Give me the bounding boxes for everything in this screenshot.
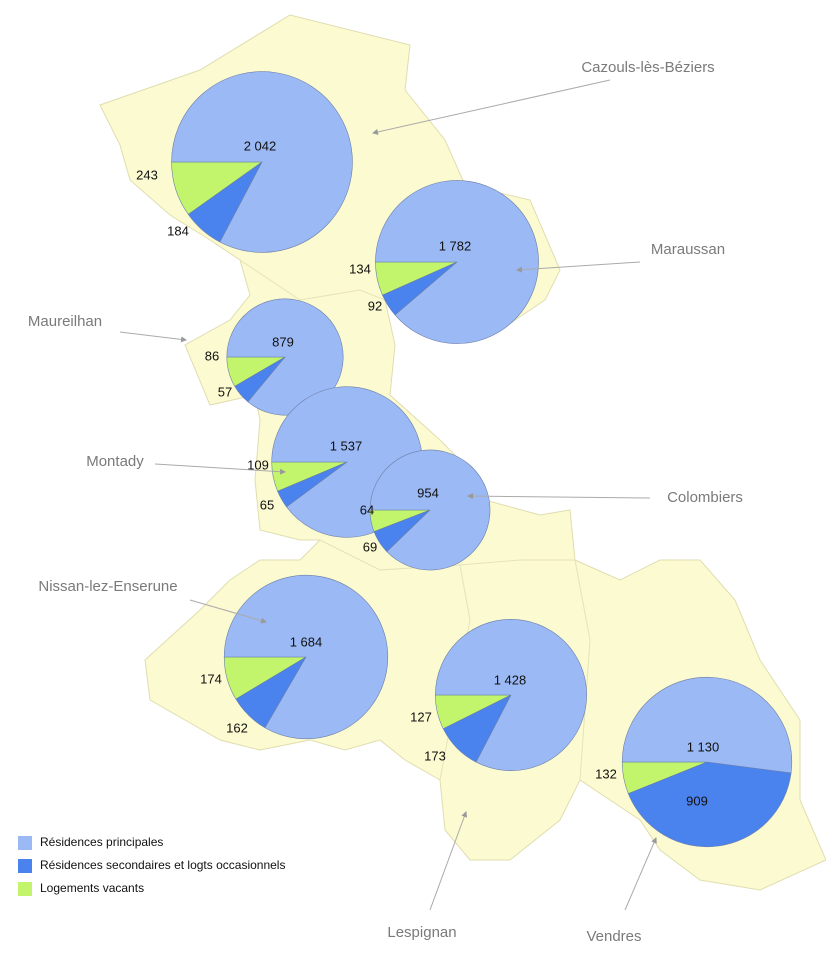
value-label: 132 <box>595 766 617 781</box>
commune-border <box>574 559 591 781</box>
leader-arrow <box>119 331 187 343</box>
value-label: 109 <box>247 457 269 472</box>
commune-name: Nissan-lez-Enserune <box>38 578 177 595</box>
legend-swatch <box>18 882 32 896</box>
value-label: 65 <box>260 497 274 512</box>
pie <box>621 676 793 848</box>
leader-arrow <box>624 837 657 911</box>
legend-label: Résidences secondaires et logts occasion… <box>40 858 285 872</box>
leader-arrow <box>516 261 641 273</box>
legend-swatch <box>18 859 32 873</box>
leader-arrow <box>372 79 611 135</box>
pie-slice <box>627 761 792 848</box>
commune-border <box>239 259 386 301</box>
value-label: 134 <box>349 261 371 276</box>
value-label: 1 130 <box>687 739 720 754</box>
value-label: 184 <box>167 223 189 238</box>
value-label: 879 <box>272 334 294 349</box>
value-label: 57 <box>218 384 232 399</box>
pie <box>369 449 491 571</box>
pie-slice <box>621 676 793 774</box>
commune-name: Cazouls-lès-Béziers <box>581 59 714 76</box>
value-label: 69 <box>363 539 377 554</box>
leader-arrow <box>189 599 267 624</box>
value-label: 954 <box>417 485 439 500</box>
value-label: 92 <box>368 298 382 313</box>
value-label: 909 <box>686 793 708 808</box>
pie-slice <box>375 180 539 344</box>
value-label: 173 <box>424 748 446 763</box>
pie <box>223 574 389 740</box>
value-label: 243 <box>136 167 158 182</box>
legend-label: Résidences principales <box>40 835 163 849</box>
value-label: 1 684 <box>290 634 323 649</box>
value-label: 86 <box>205 348 219 363</box>
value-label: 64 <box>360 502 374 517</box>
pie <box>226 298 344 416</box>
commune-name: Vendres <box>586 928 641 945</box>
pie-slice <box>171 71 353 253</box>
leader-arrow <box>154 463 286 475</box>
value-label: 1 782 <box>439 238 472 253</box>
value-label: 2 042 <box>244 138 277 153</box>
pie-slice <box>369 449 491 571</box>
value-label: 174 <box>200 671 222 686</box>
commune-name: Colombiers <box>667 489 743 506</box>
value-label: 1 428 <box>494 672 527 687</box>
pie <box>435 619 587 771</box>
pie-slice <box>223 574 389 740</box>
pie <box>171 71 353 253</box>
legend-swatch <box>18 836 32 850</box>
commune-name: Maraussan <box>651 241 725 258</box>
leader-arrow <box>467 493 651 500</box>
value-label: 1 537 <box>330 438 363 453</box>
value-label: 127 <box>410 709 432 724</box>
legend: Résidences principales Résidences seconda… <box>18 835 285 896</box>
pie-slice <box>435 619 587 771</box>
pie <box>375 180 539 344</box>
commune-name: Maureilhan <box>28 313 102 330</box>
leader-arrow <box>429 811 468 911</box>
commune-name: Montady <box>86 453 144 470</box>
commune-name: Lespignan <box>387 924 456 941</box>
value-label: 162 <box>226 720 248 735</box>
legend-label: Logements vacants <box>40 881 144 895</box>
